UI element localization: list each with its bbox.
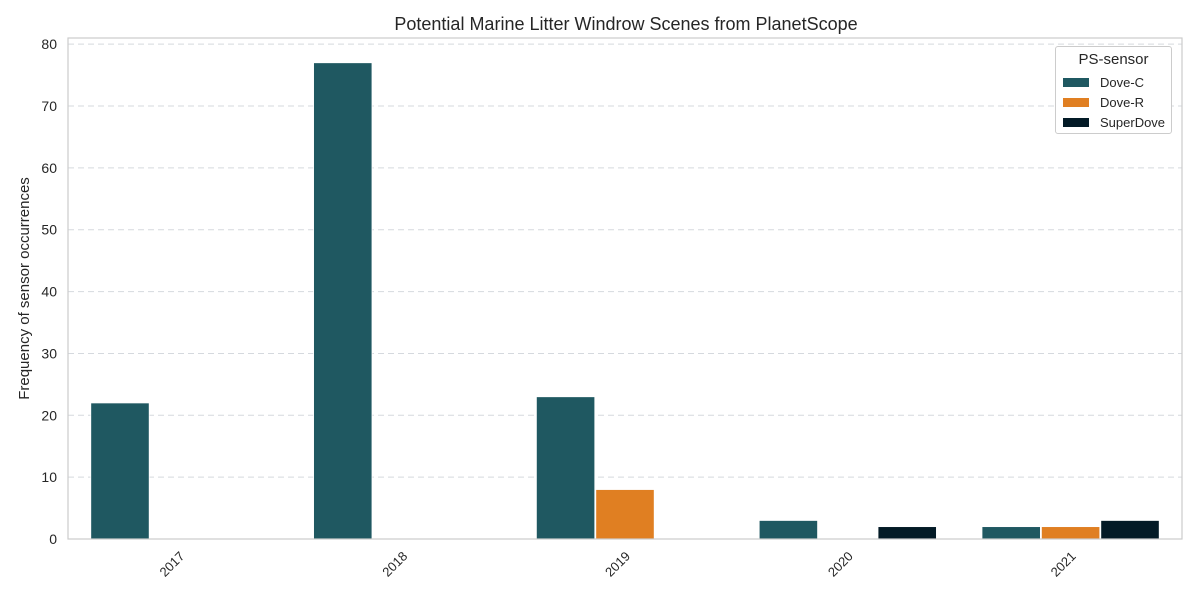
y-tick-label: 40 [41,284,57,300]
x-tick-label: 2019 [602,549,633,580]
y-tick-label: 20 [41,407,57,423]
legend: PS-sensor Dove-C Dove-R SuperDove [1055,46,1172,134]
bar-dove-r-2021 [1040,526,1101,540]
bars [90,62,1160,540]
x-tick-label: 2018 [379,549,410,580]
legend-swatch [1063,118,1089,127]
y-tick-label: 10 [41,469,57,485]
y-tick-label: 0 [49,531,57,547]
y-tick-label: 30 [41,345,57,361]
bar-dove-c-2019 [535,396,596,540]
legend-item: Dove-C [1063,75,1144,90]
x-tick-label: 2017 [156,549,187,580]
bar-superdove-2021 [1100,520,1160,540]
bar-dove-c-2020 [758,520,818,540]
legend-swatch [1063,78,1089,87]
legend-label: SuperDove [1100,115,1166,130]
bar-dove-r-2019 [595,489,655,540]
legend-label: Dove-R [1100,95,1145,110]
bar-superdove-2020 [877,526,937,540]
y-ticks: 0 10 20 30 40 50 60 70 80 [41,36,57,547]
y-tick-label: 50 [41,222,57,238]
bar-dove-c-2021 [981,526,1041,540]
y-tick-label: 70 [41,98,57,114]
legend-item: Dove-R [1063,95,1144,110]
y-tick-label: 60 [41,160,57,176]
legend-item: SuperDove [1063,115,1165,130]
plot-frame [67,37,1183,540]
y-tick-label: 80 [41,36,57,52]
legend-label: Dove-C [1100,75,1145,90]
x-tick-label: 2020 [825,549,856,580]
bar-dove-c-2018 [313,62,373,540]
y-axis-label: Frequency of sensor occurrences [16,177,33,400]
legend-title: PS-sensor [1078,51,1149,68]
x-tick-label: 2021 [1048,549,1079,580]
gridlines [68,43,1182,478]
chart-title: Potential Marine Litter Windrow Scenes f… [394,14,858,34]
bar-dove-c-2017 [90,402,150,540]
legend-swatch [1063,98,1089,107]
x-ticks: 2017 2018 2019 2020 2021 [156,549,1078,580]
